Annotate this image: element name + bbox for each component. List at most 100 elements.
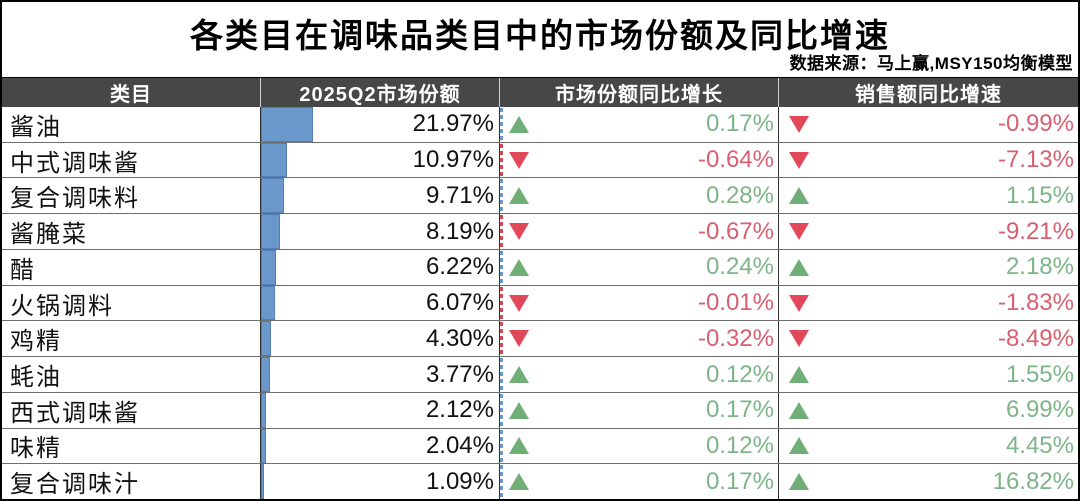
table-row: 味精 2.04% 0.12% 4.45% <box>2 427 1078 464</box>
up-triangle-icon <box>509 401 529 419</box>
category-cell: 复合调味料 <box>10 186 140 213</box>
share-data-bar <box>261 285 276 321</box>
share-value: 9.71% <box>425 181 494 209</box>
mini-data-bar <box>500 322 503 356</box>
share-yoy-cell: -0.64% <box>499 142 778 178</box>
header-sales-yoy: 销售额同比增速 <box>778 78 1078 107</box>
share-yoy-cell: -0.32% <box>499 321 778 357</box>
share-cell: 2.04% <box>260 428 499 464</box>
table-row: 酱腌菜 8.19% -0.67% -9.21% <box>2 213 1078 249</box>
sales-yoy-value: 6.99% <box>1005 396 1074 424</box>
up-triangle-icon <box>509 473 529 491</box>
category-cell: 醋 <box>10 257 36 284</box>
down-triangle-icon <box>509 223 529 241</box>
share-value: 3.77% <box>425 360 494 388</box>
share-yoy-cell: -0.01% <box>499 285 778 321</box>
share-data-bar <box>261 214 281 249</box>
category-cell: 火锅调料 <box>10 293 114 320</box>
up-triangle-icon <box>789 187 809 205</box>
share-cell: 8.19% <box>260 214 499 249</box>
share-value: 8.19% <box>425 217 494 245</box>
up-triangle-icon <box>789 258 809 276</box>
mini-data-bar <box>500 429 503 463</box>
mini-data-bar <box>500 286 503 320</box>
share-yoy-cell: 0.17% <box>499 392 778 428</box>
sales-yoy-value: -9.21% <box>997 217 1074 245</box>
sales-yoy-value: 16.82% <box>992 467 1074 495</box>
category-cell: 味精 <box>10 436 62 463</box>
title-block: 各类目在调味品类目中的市场份额及同比增速 数据来源：马上赢,MSY150均衡模型 <box>2 2 1078 77</box>
share-cell: 1.09% <box>260 464 499 499</box>
share-data-bar <box>261 107 314 142</box>
share-yoy-value: 0.12% <box>705 431 774 459</box>
sales-yoy-cell: 6.99% <box>778 392 1078 428</box>
down-triangle-icon <box>509 151 529 169</box>
share-cell: 21.97% <box>260 107 499 142</box>
mini-data-bar <box>500 465 503 499</box>
share-cell: 3.77% <box>260 357 499 392</box>
sales-yoy-value: 1.55% <box>1005 360 1074 388</box>
sales-yoy-cell: -7.13% <box>778 142 1078 178</box>
sales-yoy-cell: 1.15% <box>778 178 1078 214</box>
table-row: 复合调味料 9.71% 0.28% 1.15% <box>2 177 1078 214</box>
share-yoy-value: 0.17% <box>705 110 774 138</box>
down-triangle-icon <box>789 330 809 348</box>
share-cell: 6.22% <box>260 249 499 285</box>
sales-yoy-value: -0.99% <box>997 110 1074 138</box>
mini-data-bar <box>500 358 503 391</box>
mini-data-bar <box>500 108 503 141</box>
share-data-bar <box>261 178 285 214</box>
down-triangle-icon <box>509 294 529 312</box>
table-row: 蚝油 3.77% 0.12% 1.55% <box>2 356 1078 392</box>
sales-yoy-cell: 1.55% <box>778 357 1078 392</box>
table-row: 酱油 21.97% 0.17% -0.99% <box>2 107 1078 142</box>
share-cell: 10.97% <box>260 142 499 178</box>
sales-yoy-value: -7.13% <box>997 146 1074 174</box>
sales-yoy-cell: 2.18% <box>778 249 1078 285</box>
category-cell: 酱腌菜 <box>10 222 88 249</box>
share-data-bar <box>261 392 267 428</box>
header-share-yoy: 市场份额同比增长 <box>499 78 778 107</box>
sales-yoy-cell: -9.21% <box>778 214 1078 249</box>
up-triangle-icon <box>509 258 529 276</box>
up-triangle-icon <box>789 366 809 383</box>
share-value: 6.07% <box>425 289 494 317</box>
sales-yoy-value: 4.45% <box>1005 431 1074 459</box>
share-yoy-cell: 0.24% <box>499 249 778 285</box>
up-triangle-icon <box>789 401 809 419</box>
up-triangle-icon <box>509 115 529 133</box>
mini-data-bar <box>500 215 503 248</box>
category-cell: 酱油 <box>10 114 62 141</box>
up-triangle-icon <box>789 473 809 491</box>
sales-yoy-value: -1.83% <box>997 289 1074 317</box>
share-cell: 2.12% <box>260 392 499 428</box>
up-triangle-icon <box>789 437 809 455</box>
up-triangle-icon <box>509 366 529 383</box>
market-share-table: 类目 2025Q2市场份额 市场份额同比增长 销售额同比增速 酱油 21.97% 0… <box>2 77 1078 499</box>
sales-yoy-value: -8.49% <box>997 324 1074 352</box>
share-data-bar <box>261 464 264 499</box>
share-yoy-value: -0.67% <box>697 217 774 245</box>
down-triangle-icon <box>789 151 809 169</box>
share-yoy-cell: 0.12% <box>499 428 778 464</box>
up-triangle-icon <box>509 187 529 205</box>
share-cell: 6.07% <box>260 285 499 321</box>
share-yoy-value: 0.17% <box>705 396 774 424</box>
share-yoy-value: -0.64% <box>697 146 774 174</box>
table-row: 西式调味酱 2.12% 0.17% 6.99% <box>2 391 1078 428</box>
table-row: 火锅调料 6.07% -0.01% -1.83% <box>2 284 1078 321</box>
sales-yoy-cell: 4.45% <box>778 428 1078 464</box>
mini-data-bar <box>500 143 503 177</box>
mini-data-bar <box>500 179 503 213</box>
up-triangle-icon <box>509 437 529 455</box>
sales-yoy-value: 2.18% <box>1005 253 1074 281</box>
sales-yoy-cell: -8.49% <box>778 321 1078 357</box>
table-row: 中式调味酱 10.97% -0.64% -7.13% <box>2 141 1078 178</box>
sales-yoy-value: 1.15% <box>1005 181 1074 209</box>
share-value: 2.12% <box>425 396 494 424</box>
table-row: 复合调味汁 1.09% 0.17% 16.82% <box>2 463 1078 499</box>
table-body: 酱油 21.97% 0.17% -0.99% 中式调味酱 10.97% -0.64% -7.1… <box>2 107 1078 499</box>
page-title: 各类目在调味品类目中的市场份额及同比增速 <box>190 19 890 55</box>
mini-data-bar <box>500 393 503 427</box>
